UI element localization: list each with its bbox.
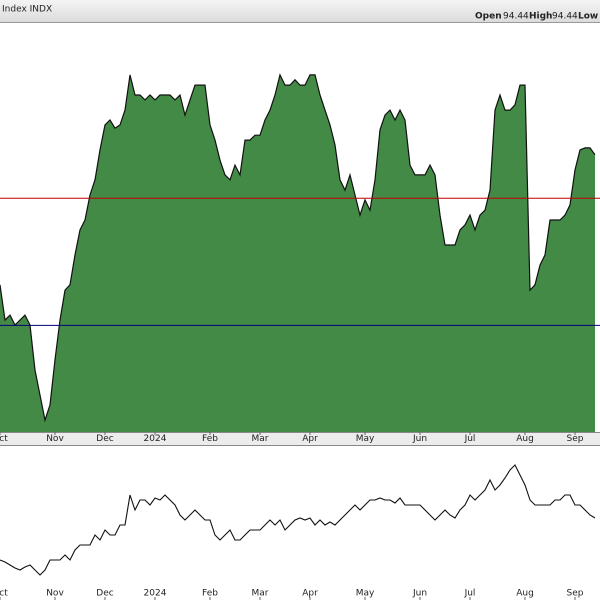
x-tick-label: Sep: [567, 434, 584, 444]
x-tick-label: 2024: [144, 434, 167, 444]
date-axis-strip: [0, 432, 600, 445]
x-tick-label: Nov: [46, 589, 64, 599]
symbol: Index INDX: [2, 5, 52, 15]
x-tick-label: Feb: [202, 434, 218, 444]
open-label: Open: [475, 12, 502, 22]
x-tick-label: Dec: [96, 434, 113, 444]
quote: Open 94.44 High 94.44 Low: [475, 12, 598, 22]
x-tick-label: Jul: [464, 434, 476, 444]
x-tick-label: Mar: [252, 589, 269, 599]
area: [0, 74, 595, 433]
x-tick-label: Dec: [96, 589, 113, 599]
x-tick-label: Apr: [302, 589, 318, 599]
x-tick-label: Aug: [516, 434, 534, 444]
x-tick-label: Apr: [302, 434, 318, 444]
x-tick-label: 2024: [144, 589, 167, 599]
high-value: 94.44: [552, 12, 578, 22]
x-tick-label: Feb: [202, 589, 218, 599]
low-label: Low: [578, 12, 598, 22]
line: [0, 464, 596, 576]
x-tick-label: Jun: [412, 434, 427, 444]
x-tick-label: Jun: [412, 589, 427, 599]
high-label: High: [529, 12, 552, 22]
x-tick-label: May: [356, 434, 375, 444]
open-value: 94.44: [503, 12, 529, 22]
x-tick-label: Jul: [464, 589, 476, 599]
x-tick-label: Mar: [252, 434, 269, 444]
x-tick-label: Oct: [0, 434, 8, 444]
x-tick-label: Nov: [46, 434, 64, 444]
header-bar: [0, 0, 600, 22]
area-outline: [0, 73, 596, 423]
x-tick-label: May: [356, 589, 375, 599]
x-tick-label: Sep: [567, 589, 584, 599]
x-tick-label: Aug: [516, 589, 534, 599]
x-tick-label: Oct: [0, 589, 8, 599]
